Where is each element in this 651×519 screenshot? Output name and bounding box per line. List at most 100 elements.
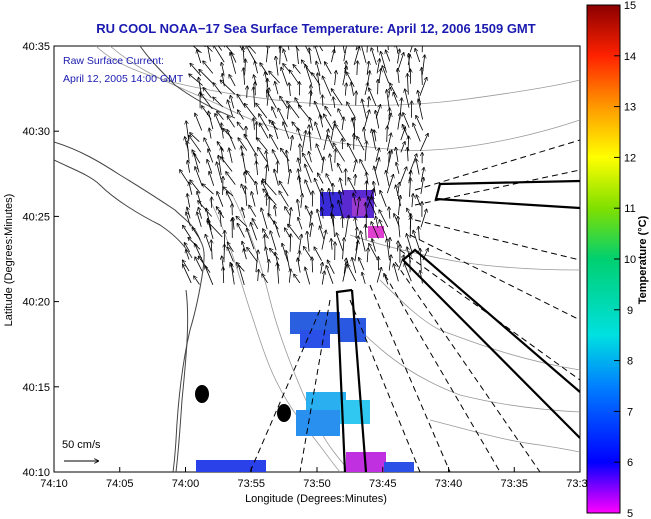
- current-vector: [374, 130, 376, 142]
- current-vector: [312, 191, 313, 207]
- current-vector: [353, 193, 357, 206]
- current-vector: [201, 94, 213, 110]
- current-vector: [297, 200, 301, 217]
- current-vector: [290, 234, 291, 252]
- current-vector: [305, 180, 312, 196]
- current-vector: [261, 208, 268, 230]
- current-vector: [294, 274, 301, 284]
- current-vector: [239, 265, 245, 286]
- current-vector: [273, 122, 279, 140]
- map-title: RU COOL NOAA−17 Sea Surface Temperature:…: [96, 21, 535, 36]
- current-vector: [362, 100, 367, 120]
- x-tick-label: 73:45: [369, 478, 397, 490]
- current-vector: [325, 107, 332, 117]
- current-vector: [352, 258, 357, 274]
- current-vector: [186, 250, 190, 260]
- current-vector: [213, 46, 225, 63]
- current-vector: [396, 148, 399, 163]
- current-vector: [419, 134, 428, 152]
- current-vector: [333, 143, 345, 162]
- current-vector: [340, 178, 344, 195]
- current-vector: [213, 97, 224, 108]
- current-vector: [345, 216, 348, 238]
- current-vector: [299, 105, 310, 119]
- current-vector: [203, 61, 214, 74]
- current-vector: [303, 154, 314, 173]
- current-vector: [398, 69, 400, 84]
- current-vector: [403, 113, 410, 128]
- current-vector: [238, 110, 244, 120]
- current-vector: [189, 183, 193, 195]
- current-vector: [379, 220, 388, 239]
- current-vector: [237, 122, 244, 131]
- current-vector: [330, 121, 335, 141]
- x-axis-ticks: 74:10 74:05 74:00 73:55 73:50 73:45 73:40 73:35…: [40, 467, 594, 490]
- current-vector: [412, 194, 413, 208]
- current-vector: [422, 249, 428, 261]
- current-vector: [398, 196, 400, 216]
- current-vector: [251, 223, 258, 241]
- current-vector: [309, 223, 312, 238]
- current-vector: [342, 216, 343, 228]
- current-vector: [420, 209, 427, 228]
- current-vector: [371, 48, 377, 65]
- colorbar-label: Temperature (°C): [637, 215, 649, 304]
- colorbar-tick-label: 12: [624, 152, 636, 164]
- current-vector: [376, 46, 379, 53]
- current-vector: [317, 210, 322, 227]
- current-vector: [190, 133, 200, 142]
- current-vector: [296, 46, 299, 65]
- current-vector: [342, 66, 347, 86]
- current-vector: [236, 217, 248, 227]
- current-vector: [323, 129, 329, 151]
- current-vector: [190, 64, 202, 77]
- current-vector: [397, 113, 401, 130]
- current-vector: [331, 50, 334, 63]
- current-vector: [343, 46, 347, 62]
- current-vector: [260, 124, 269, 139]
- current-vector: [245, 104, 257, 120]
- current-vector: [367, 248, 368, 263]
- current-vector: [209, 172, 215, 186]
- current-vector: [416, 195, 421, 207]
- current-vector: [230, 96, 235, 109]
- current-vector: [328, 260, 335, 274]
- colorbar-tick-label: 7: [627, 406, 633, 418]
- current-vector: [263, 189, 277, 206]
- current-vector: [353, 47, 359, 66]
- y-tick-label: 40:15: [22, 382, 50, 394]
- current-vector: [287, 170, 290, 185]
- current-vector: [422, 68, 423, 85]
- x-tick-label: 74:10: [40, 478, 68, 490]
- current-vector: [183, 226, 192, 239]
- current-vector: [208, 112, 214, 130]
- current-vector: [320, 226, 325, 240]
- current-vector: [285, 207, 291, 217]
- current-vector: [355, 218, 356, 228]
- current-vector: [309, 132, 311, 151]
- current-vector: [379, 210, 389, 228]
- current-vector: [305, 268, 311, 285]
- current-vector: [323, 76, 332, 97]
- y-tick-label: 40:30: [22, 126, 50, 138]
- current-vector: [315, 46, 322, 65]
- current-vector: [386, 175, 393, 194]
- current-vector: [187, 141, 190, 162]
- current-vector: [207, 221, 223, 238]
- x-tick-label: 73:40: [435, 478, 463, 490]
- current-vector: [287, 106, 288, 120]
- current-vector: [360, 231, 366, 252]
- current-vector: [364, 128, 366, 142]
- current-vector: [280, 97, 288, 109]
- current-vector: [195, 114, 203, 131]
- current-vector: [373, 182, 376, 196]
- current-vector: [372, 239, 376, 252]
- current-vector: [294, 46, 300, 51]
- colorbar-tick-label: 8: [627, 356, 633, 368]
- current-vector: [380, 191, 387, 207]
- current-vector: [338, 164, 343, 174]
- current-vector: [418, 91, 422, 106]
- current-vector: [309, 152, 312, 163]
- current-vector: [363, 110, 369, 129]
- current-vector: [185, 243, 191, 253]
